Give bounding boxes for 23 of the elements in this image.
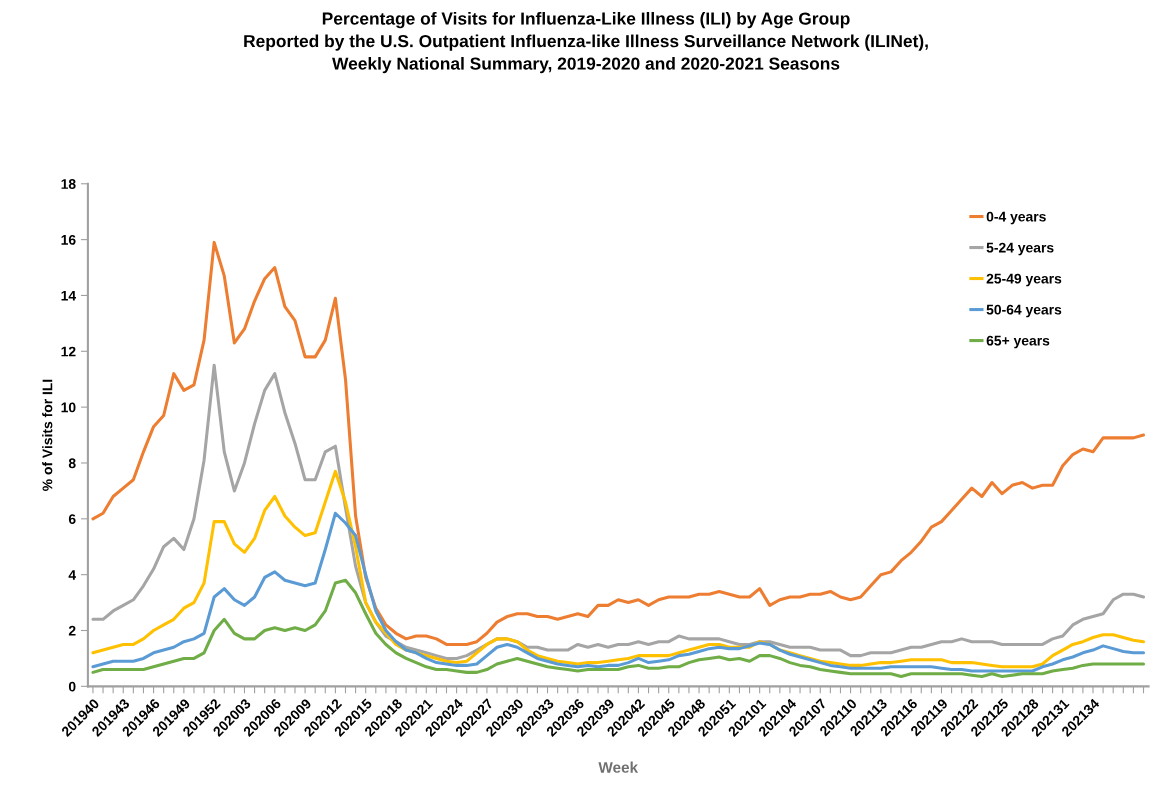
- legend-label: 65+ years: [986, 335, 1050, 349]
- y-tick-label: 0: [68, 681, 76, 692]
- line-series: [91, 363, 1146, 660]
- x-axis-title: Week: [598, 761, 639, 773]
- chart-title: Percentage of Visits for Influenza-Like Illness (ILI) by Age Group Reported by the U.S. Outpatient Influenza-like Illness Surveillance Network (ILINet), Weekly National Summary, 2019-2020 and 2020-2021 Seasons: [244, 11, 928, 74]
- legend-label: 25-49 years: [986, 273, 1062, 287]
- y-tick-label: 12: [61, 346, 76, 357]
- y-tick-label: 18: [61, 179, 76, 189]
- line-series: [91, 240, 1146, 646]
- legend-label: 5-24 years: [986, 242, 1054, 256]
- y-tick-label: 16: [61, 234, 76, 245]
- y-axis-title: % of Visits for ILI: [42, 379, 53, 491]
- y-tick-label: 14: [61, 290, 77, 301]
- y-tick-label: 10: [61, 402, 76, 413]
- legend-label: 0-4 years: [986, 211, 1046, 225]
- line-series: [91, 511, 1146, 673]
- line-series: [91, 578, 1146, 679]
- y-tick-label: 4: [68, 570, 77, 580]
- y-tick-label: 8: [68, 458, 76, 469]
- y-tick-label: 6: [68, 514, 76, 524]
- legend-label: 50-64 years: [986, 304, 1062, 318]
- y-tick-label: 2: [68, 625, 76, 636]
- line-series: [91, 469, 1146, 669]
